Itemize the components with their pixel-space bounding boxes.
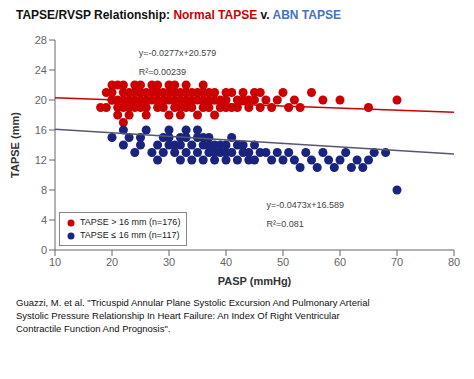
- svg-text:28: 28: [35, 34, 47, 46]
- svg-text:12: 12: [35, 154, 47, 166]
- html-text:TAPSE > 16 mm (n=176): TAPSE > 16 mm (n=176): [80, 217, 181, 227]
- html-text:R²=0.00239: R²=0.00239: [138, 67, 187, 78]
- svg-text:40: 40: [220, 256, 232, 268]
- html-text:y=-0.0277x+20.579: y=-0.0277x+20.579: [138, 48, 217, 59]
- svg-text:20: 20: [106, 256, 118, 268]
- svg-text:70: 70: [391, 256, 403, 268]
- svg-text:60: 60: [334, 256, 346, 268]
- svg-text:24: 24: [35, 64, 47, 76]
- svg-text:4: 4: [41, 214, 47, 226]
- svg-text:8: 8: [41, 184, 47, 196]
- html-text:Contractile Function And Progn: Contractile Function And Prognosis".: [16, 323, 171, 334]
- html-text:y=-0.0473x+16.589: y=-0.0473x+16.589: [266, 199, 344, 210]
- svg-text:0: 0: [41, 244, 47, 256]
- html-text:Systolic Pressure Relationship: Systolic Pressure Relationship In Heart …: [16, 310, 340, 321]
- html-text:R²=0.081: R²=0.081: [266, 218, 304, 229]
- html-text:TAPSE/RVSP Relationship: Norma: TAPSE/RVSP Relationship: Normal TAPSE v.…: [16, 8, 341, 22]
- html-text:Guazzi, M. et al. "Tricuspid A: Guazzi, M. et al. "Tricuspid Annular Pla…: [16, 297, 370, 308]
- svg-text:PASP (mmHg): PASP (mmHg): [218, 275, 292, 287]
- svg-text:TAPSE (mm): TAPSE (mm): [9, 112, 21, 178]
- svg-text:80: 80: [448, 256, 460, 268]
- svg-text:20: 20: [35, 94, 47, 106]
- svg-text:16: 16: [35, 124, 47, 136]
- html-text:TAPSE ≤ 16 mm (n=117): TAPSE ≤ 16 mm (n=117): [80, 230, 180, 240]
- svg-text:50: 50: [277, 256, 289, 268]
- svg-text:10: 10: [49, 256, 61, 268]
- svg-text:30: 30: [163, 256, 175, 268]
